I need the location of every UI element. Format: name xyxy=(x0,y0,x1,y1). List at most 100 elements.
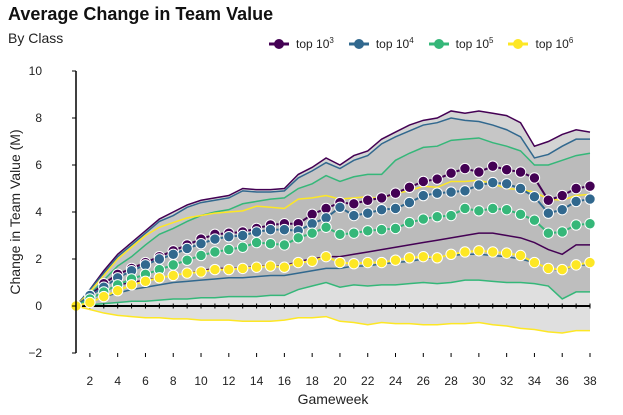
x-tick-label: 26 xyxy=(417,374,431,388)
x-tick-label: 32 xyxy=(500,374,514,388)
top-10e3-upper-line xyxy=(75,110,591,307)
top-10e6-point xyxy=(153,272,166,284)
top-10e6-point xyxy=(542,262,555,275)
top-10e5-lower-line xyxy=(75,279,590,307)
legend-item-top-1e4: top 104 xyxy=(348,36,414,51)
legend-swatch-top-1e3 xyxy=(269,38,289,49)
x-axis-title: Gameweek xyxy=(298,391,370,407)
x-tick-label: 38 xyxy=(583,374,597,388)
top-10e3-point xyxy=(348,198,360,210)
x-tick-label: 18 xyxy=(305,374,319,388)
top-10e6-point xyxy=(334,256,346,269)
legend-item-top-1e3: top 103 xyxy=(268,36,334,51)
top-10e4-point xyxy=(223,230,235,243)
top-10e3-point xyxy=(514,166,527,178)
top-10e6-point xyxy=(417,250,429,263)
x-tick-label: 24 xyxy=(389,374,403,388)
top-10e5-point xyxy=(459,202,471,215)
top-10e4-point xyxy=(362,207,374,219)
top-10e3-point xyxy=(500,164,513,176)
top-10e5-point xyxy=(264,238,277,250)
legend-item-top-1e6: top 106 xyxy=(507,36,573,51)
top-10e5-point xyxy=(389,222,402,235)
top-10e5-point xyxy=(306,227,318,239)
top-10e5-point xyxy=(195,249,207,262)
top-10e6-point xyxy=(98,290,110,303)
top-10e5-upper-line xyxy=(75,137,591,307)
top-10e3-point xyxy=(570,182,582,195)
top-10e3-point xyxy=(487,160,499,172)
top-10e4-point xyxy=(181,242,193,255)
top-10e4-point xyxy=(417,189,429,202)
x-tick-label: 2 xyxy=(87,374,94,388)
x-tick-label: 12 xyxy=(222,374,236,388)
top-10e4-point xyxy=(320,212,332,224)
top-10e4-point xyxy=(500,178,513,190)
top-10e5-point xyxy=(514,208,527,221)
top-10e4-point xyxy=(389,202,402,215)
x-tick-label: 8 xyxy=(170,374,177,388)
x-tick-label: 22 xyxy=(361,374,375,388)
top-10e5-point xyxy=(473,205,485,217)
top-10e6-point xyxy=(431,252,443,264)
x-tick-label: 6 xyxy=(142,374,149,388)
top-10e5-point xyxy=(417,213,429,225)
top-10e5-point xyxy=(167,259,179,271)
top-10e3-point xyxy=(556,189,568,202)
y-tick-label: 10 xyxy=(29,64,43,78)
top-10e5-point xyxy=(223,243,235,256)
y-tick-label: 2 xyxy=(35,252,42,266)
top-10e6-point xyxy=(375,256,388,269)
top-10e6-point xyxy=(181,267,193,279)
top-10e6-point xyxy=(223,263,235,276)
top-10e5-point xyxy=(237,241,249,253)
top-10e5-point xyxy=(209,246,221,258)
top-10e4-point xyxy=(431,187,443,199)
top-10e4-point xyxy=(584,193,596,205)
top-10e5-point xyxy=(320,221,332,233)
top-10e3-point xyxy=(306,208,318,221)
top-10e6-point xyxy=(209,263,221,276)
top-10e4-point xyxy=(167,248,179,261)
top-10e4-upper-line xyxy=(75,117,590,307)
top-10e5-point xyxy=(556,226,568,238)
top-10e6-point xyxy=(167,269,179,282)
chart-title: Average Change in Team Value xyxy=(8,4,274,24)
top-10e4-point xyxy=(528,191,541,203)
x-tick-label: 16 xyxy=(278,374,292,388)
top-10e5-point xyxy=(542,227,555,239)
top-10e6-point xyxy=(320,250,332,263)
top-10e6-point xyxy=(306,255,318,268)
top-10e3-point xyxy=(417,175,429,188)
top-10e6-point xyxy=(487,246,499,258)
x-tick-label: 14 xyxy=(250,374,264,388)
top-10e4-point xyxy=(334,201,346,214)
top-10e6-point xyxy=(348,258,360,270)
top-10e4-point xyxy=(209,233,221,245)
top-10e6-point xyxy=(139,275,152,288)
top-10e4-point xyxy=(542,207,555,219)
top-10e6-point xyxy=(403,252,416,264)
y-axis-title: Change in Team Value (M) xyxy=(7,129,23,294)
top-10e5-point xyxy=(181,254,193,266)
top-10e3-point xyxy=(528,172,541,184)
top-10e5-point xyxy=(362,225,374,237)
top-10e3-point xyxy=(445,167,457,179)
top-10e3-point xyxy=(320,202,332,215)
top-10e6-point xyxy=(514,249,527,262)
top-10e5-point xyxy=(445,209,457,222)
x-tick-label: 36 xyxy=(556,374,570,388)
top-10e6-point xyxy=(237,262,249,275)
top-10e6-point xyxy=(84,296,96,309)
top-10e3-point xyxy=(459,162,471,175)
top-10e5-point xyxy=(584,218,596,230)
legend-item-top-1e5: top 105 xyxy=(428,36,493,51)
x-tick-label: 10 xyxy=(194,374,208,388)
top-10e4-point xyxy=(153,253,166,265)
chart-subtitle: By Class xyxy=(8,30,64,46)
top-10e3-point xyxy=(362,194,374,206)
top-10e4-point xyxy=(348,209,360,222)
top-10e6-point xyxy=(570,259,582,271)
top-10e6-point xyxy=(528,256,541,269)
